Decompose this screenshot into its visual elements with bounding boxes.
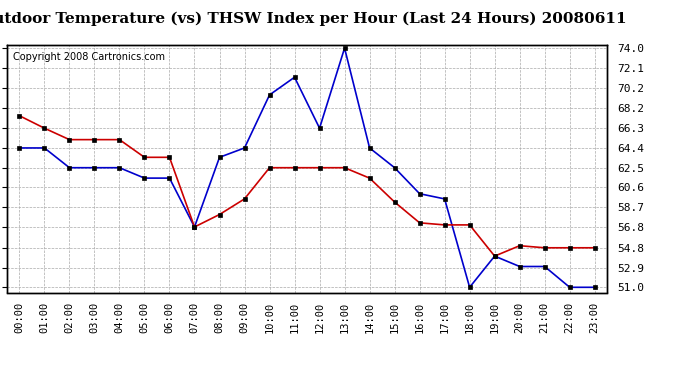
Text: Copyright 2008 Cartronics.com: Copyright 2008 Cartronics.com xyxy=(13,53,165,62)
Text: Outdoor Temperature (vs) THSW Index per Hour (Last 24 Hours) 20080611: Outdoor Temperature (vs) THSW Index per … xyxy=(0,12,627,26)
